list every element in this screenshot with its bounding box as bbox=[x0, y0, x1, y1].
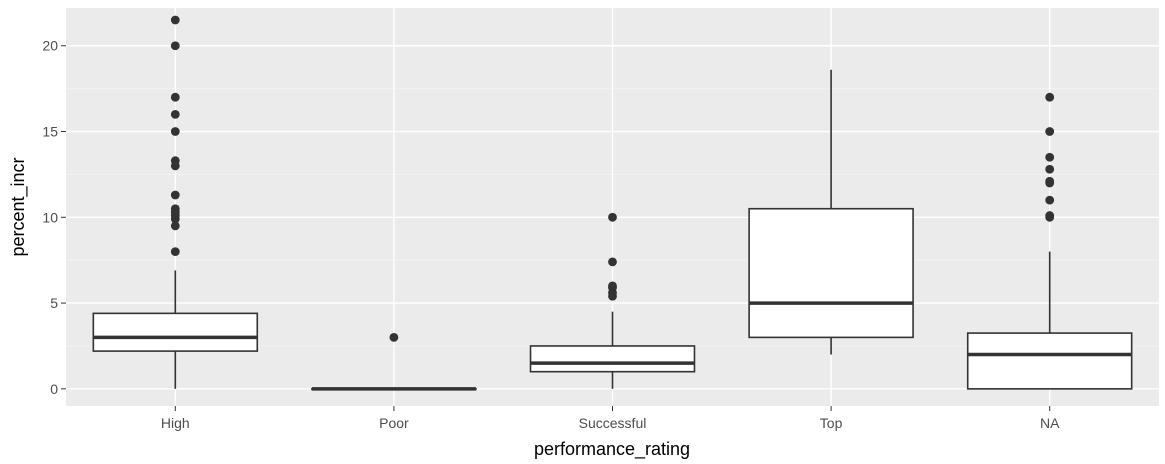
box-body bbox=[529, 345, 696, 373]
outlier-point bbox=[170, 204, 180, 214]
outlier-point bbox=[1045, 164, 1055, 174]
outlier-point bbox=[170, 221, 180, 231]
outlier-point bbox=[608, 281, 617, 291]
outlier-point bbox=[170, 41, 180, 51]
x-tick-label: NA bbox=[1040, 415, 1060, 431]
box-body bbox=[966, 332, 1133, 390]
outlier-point bbox=[1045, 176, 1055, 186]
y-tick-label: 5 bbox=[50, 295, 58, 311]
outlier-point bbox=[1045, 152, 1055, 162]
y-tick-label: 10 bbox=[42, 209, 58, 225]
boxes-layer bbox=[92, 15, 1133, 391]
y-tick-label: 20 bbox=[42, 38, 58, 54]
x-tick-label: Successful bbox=[579, 415, 647, 431]
outlier-point bbox=[1045, 195, 1055, 205]
box-na bbox=[966, 92, 1133, 390]
outlier-point bbox=[170, 109, 180, 119]
box-top bbox=[748, 69, 914, 355]
y-tick-label: 0 bbox=[50, 381, 58, 397]
outlier-point bbox=[608, 257, 617, 267]
x-tick-label: High bbox=[161, 415, 190, 431]
outlier-point bbox=[170, 15, 180, 25]
x-tick-label: Poor bbox=[379, 415, 409, 431]
outlier-point bbox=[170, 156, 180, 166]
box-poor bbox=[311, 332, 477, 391]
outlier-point bbox=[170, 190, 180, 200]
outlier-point bbox=[170, 92, 180, 102]
outlier-point bbox=[389, 332, 399, 342]
box-body bbox=[92, 312, 259, 352]
box-successful bbox=[529, 212, 696, 389]
outlier-point bbox=[170, 127, 180, 136]
box-body bbox=[748, 207, 914, 339]
outlier-point bbox=[1045, 92, 1055, 102]
outlier-point bbox=[1045, 211, 1055, 220]
x-axis-title: performance_rating bbox=[534, 439, 690, 460]
y-axis: 0 5 10 15 20 bbox=[42, 38, 66, 397]
x-tick-label: Top bbox=[820, 415, 843, 431]
y-tick-label: 15 bbox=[42, 124, 58, 140]
y-axis-title: percent_incr bbox=[8, 157, 29, 256]
box-high bbox=[92, 15, 259, 389]
x-axis: High Poor Successful Top NA bbox=[161, 406, 1060, 431]
outlier-point bbox=[170, 247, 180, 257]
outlier-point bbox=[608, 212, 617, 222]
outlier-point bbox=[1045, 127, 1055, 136]
